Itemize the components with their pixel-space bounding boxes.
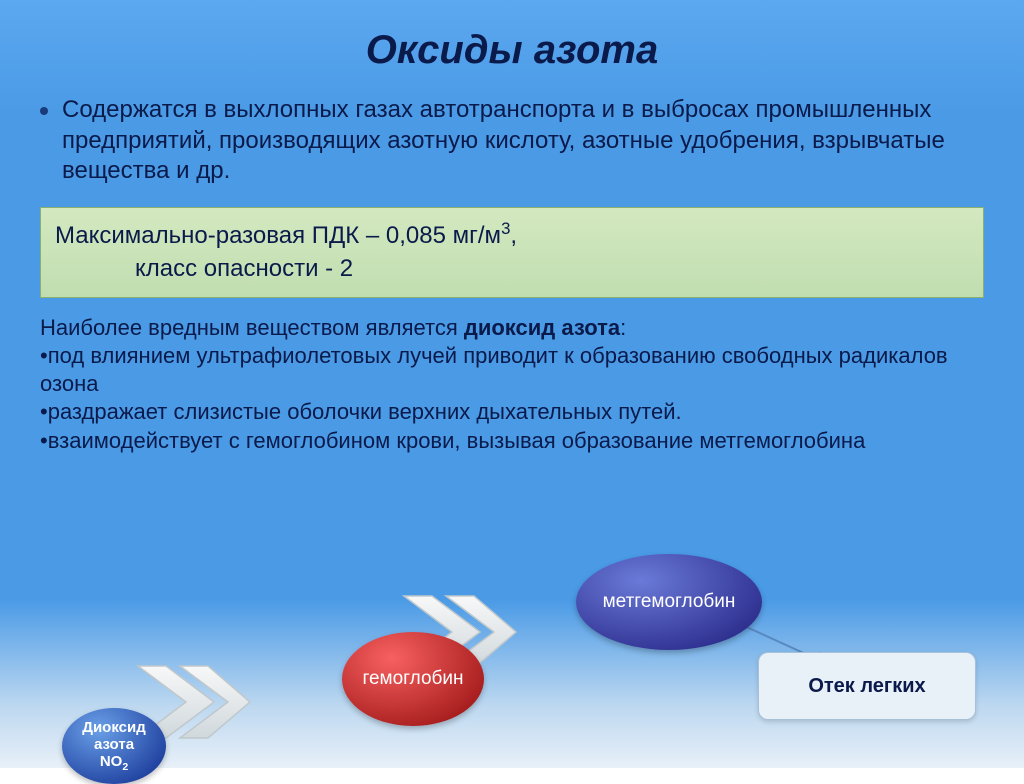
intro-text: Содержатся в выхлопных газах автотранспо…	[62, 95, 984, 187]
flow-diagram: Диоксид азота NO2 гемоглобин метгемоглоб…	[0, 592, 1024, 762]
pdk-tail: ,	[510, 222, 517, 249]
node-dioxide-l1: Диоксид	[82, 719, 145, 736]
result-label: Отек легких	[808, 675, 925, 698]
body-bullet-2-text: взаимодействует с гемоглобином крови, вы…	[48, 428, 866, 453]
node-dioxide: Диоксид азота NO2	[62, 708, 166, 784]
body-bullet-0: •под влиянием ультрафиолетовых лучей при…	[40, 342, 984, 398]
pdk-line2: класс опасности - 2	[55, 253, 969, 285]
body-bullet-2: •взаимодействует с гемоглобином крови, в…	[40, 427, 984, 455]
node-dioxide-sub: 2	[122, 761, 128, 773]
body-text: Наиболее вредным веществом является диок…	[40, 314, 984, 455]
body-bullet-1-text: раздражает слизистые оболочки верхних ды…	[48, 399, 682, 424]
intro-block: Содержатся в выхлопных газах автотранспо…	[40, 95, 984, 187]
pdk-label: Максимально-разовая ПДК –	[55, 222, 386, 249]
result-box: Отек легких	[758, 652, 976, 720]
node-methemoglobin: метгемоглобин	[576, 554, 762, 650]
node-hemoglobin: гемоглобин	[342, 632, 484, 726]
body-lead-bold: диоксид азота	[464, 315, 620, 340]
body-bullet-1: •раздражает слизистые оболочки верхних д…	[40, 398, 984, 426]
pdk-line1: Максимально-разовая ПДК – 0,085 мг/м3,	[55, 218, 969, 252]
pdk-value: 0,085 мг/м	[386, 222, 501, 249]
pdk-unit-sup: 3	[501, 219, 510, 238]
node-hemoglobin-label: гемоглобин	[362, 668, 463, 690]
slide-title: Оксиды азота	[40, 28, 984, 73]
body-lead-tail: :	[620, 315, 626, 340]
bullet-icon	[40, 107, 48, 115]
node-methemoglobin-label: метгемоглобин	[603, 591, 736, 613]
slide-content: Оксиды азота Содержатся в выхлопных газа…	[0, 0, 1024, 455]
body-bullet-0-text: под влиянием ультрафиолетовых лучей прив…	[40, 343, 948, 396]
node-dioxide-l2: азота	[94, 736, 134, 753]
body-lead-plain: Наиболее вредным веществом является	[40, 315, 464, 340]
pdk-box: Максимально-разовая ПДК – 0,085 мг/м3, к…	[40, 207, 984, 298]
body-lead: Наиболее вредным веществом является диок…	[40, 314, 984, 342]
